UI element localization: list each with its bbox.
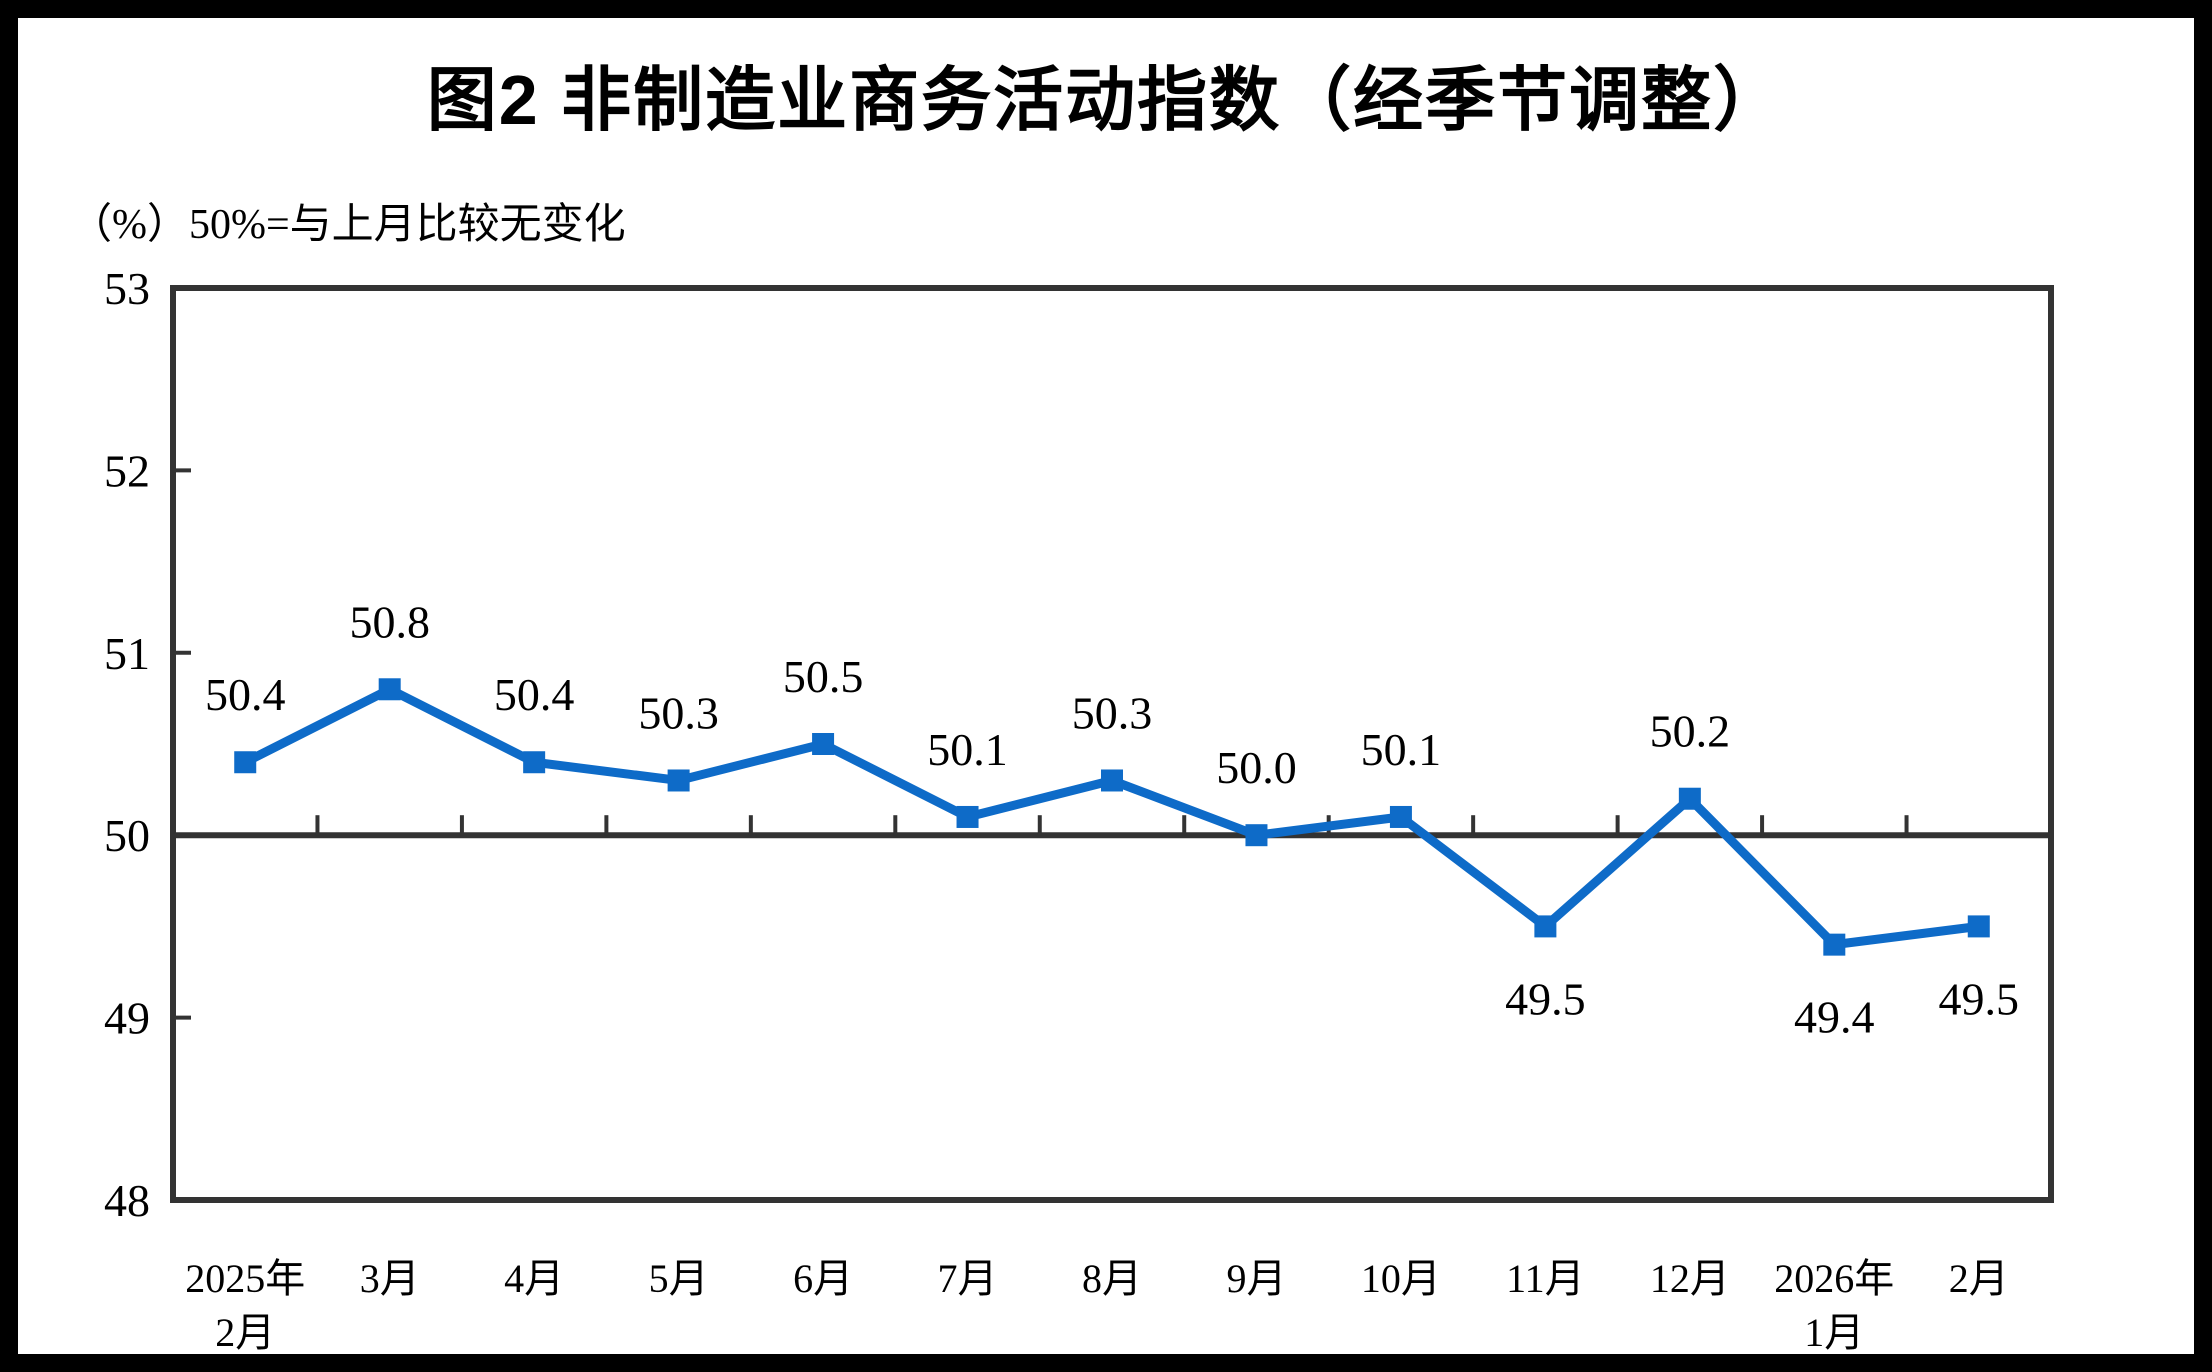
data-point-label: 50.4: [494, 669, 575, 720]
data-point-marker: [812, 733, 835, 755]
data-point-label: 49.4: [1794, 992, 1875, 1043]
x-axis-label: 2月: [1949, 1256, 2009, 1301]
data-point-marker: [234, 751, 257, 774]
data-point-label: 50.1: [1361, 724, 1442, 775]
x-axis-label: 10月: [1361, 1256, 1441, 1301]
data-point-marker: [1967, 915, 1990, 938]
y-axis-label: 53: [104, 263, 150, 314]
x-axis-label: 1月: [1804, 1310, 1864, 1355]
plot-border: [170, 285, 2054, 1203]
y-axis-label: 48: [104, 1175, 150, 1226]
data-point-label: 49.5: [1939, 973, 2020, 1024]
y-axis-label: 52: [104, 445, 150, 496]
x-axis-label: 11月: [1506, 1256, 1585, 1301]
x-axis-label: 4月: [504, 1256, 564, 1301]
y-axis-label: 50: [104, 810, 150, 861]
chart-title: 图2 非制造业商务活动指数（经季节调整）: [426, 61, 1786, 139]
data-point-marker: [1823, 933, 1846, 956]
data-point-label: 50.1: [927, 724, 1008, 775]
data-point-label: 50.5: [783, 651, 864, 702]
data-point-label: 49.5: [1505, 973, 1586, 1024]
data-point-marker: [1678, 787, 1701, 810]
data-point-marker: [523, 751, 546, 774]
data-point-marker: [667, 769, 690, 792]
x-axis-label: 2月: [215, 1310, 275, 1355]
data-point-marker: [956, 805, 979, 828]
data-point-label: 50.8: [349, 596, 430, 647]
data-point-label: 50.4: [205, 669, 286, 720]
x-axis-label: 8月: [1082, 1256, 1142, 1301]
x-axis-label: 12月: [1650, 1256, 1730, 1301]
data-point-marker: [378, 678, 401, 701]
x-axis-label: 7月: [938, 1256, 998, 1301]
data-point-marker: [1389, 805, 1412, 828]
x-axis-label: 5月: [649, 1256, 709, 1301]
x-axis-label: 3月: [360, 1256, 420, 1301]
data-point-label: 50.3: [1072, 687, 1153, 738]
data-point-label: 50.0: [1216, 742, 1297, 793]
y-axis-label: 49: [104, 993, 150, 1044]
y-axis-unit-note: （%）50%=与上月比较无变化: [70, 202, 626, 248]
x-axis-label: 2026年: [1774, 1256, 1894, 1301]
x-axis-label: 9月: [1226, 1256, 1286, 1301]
y-axis-label: 51: [104, 628, 150, 679]
x-axis-label: 2025年: [185, 1256, 305, 1301]
data-point-marker: [1534, 915, 1557, 938]
data-point-label: 50.3: [638, 687, 719, 738]
x-axis-label: 6月: [793, 1256, 853, 1301]
data-point-label: 50.2: [1650, 706, 1731, 757]
data-point-marker: [1101, 769, 1123, 792]
data-point-marker: [1245, 824, 1268, 847]
